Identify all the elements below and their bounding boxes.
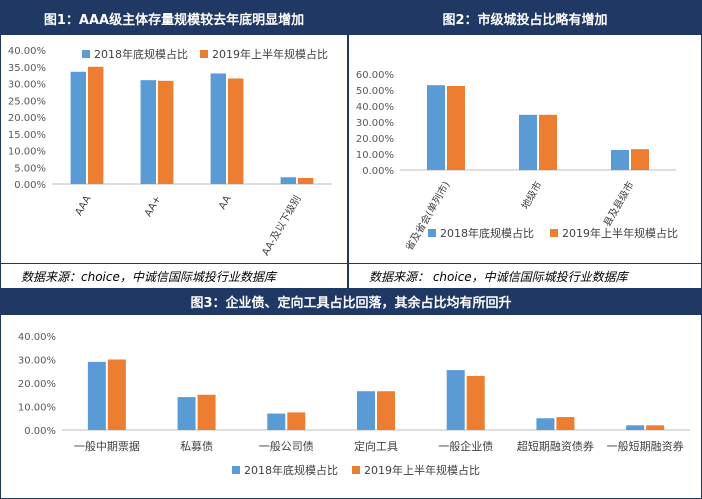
chart1-bar-2018 xyxy=(210,73,226,184)
chart1-title: 图1：AAA级主体存量规模较去年底明显增加 xyxy=(1,1,347,35)
chart2-source: 数据来源： choice，中诚信国际城投行业数据库 xyxy=(349,263,701,288)
chart3-bar-2019h1 xyxy=(646,425,665,430)
chart3-bar-2018 xyxy=(536,418,555,430)
chart3-legend-swatch xyxy=(232,466,240,474)
chart3-bar-2019h1 xyxy=(556,417,575,430)
chart1-bar-2018 xyxy=(140,80,156,184)
chart3-ytick-label: 0.00% xyxy=(24,426,56,437)
chart2-bar-2018 xyxy=(519,114,537,170)
chart3-bar-2019h1 xyxy=(377,391,395,430)
chart2-ytick-label: 10.00% xyxy=(356,150,394,161)
chart1-ytick-label: 25.00% xyxy=(8,96,46,107)
chart1-bar-2019h1 xyxy=(228,78,244,184)
chart1-ytick-label: 40.00% xyxy=(8,46,46,57)
chart2-bar-2018 xyxy=(611,150,629,170)
chart2-category-label: 县及县级市 xyxy=(600,179,636,229)
chart3-category-label: 定向工具 xyxy=(354,439,398,453)
chart3-ytick-label: 40.00% xyxy=(18,332,56,343)
chart3-category-label: 一般企业债 xyxy=(438,439,493,453)
chart2-title: 图2：市级城投占比略有增加 xyxy=(349,1,701,35)
chart3-category-label: 一般短期融资券 xyxy=(607,439,684,453)
chart1-ytick-label: 5.00% xyxy=(14,163,46,174)
chart3-bar-2018 xyxy=(267,413,286,430)
chart2-category-label: 地级市 xyxy=(518,179,544,211)
chart3-legend-swatch xyxy=(352,466,360,474)
chart2-legend-label: 2019年上半年规模占比 xyxy=(562,226,678,240)
chart2-category-label: 省及省会(单列市) xyxy=(402,179,452,253)
chart3-category-label: 一般公司债 xyxy=(259,439,314,453)
chart3-bar-2018 xyxy=(446,370,465,430)
chart3-bar-2018 xyxy=(177,397,196,430)
chart3-ytick-label: 10.00% xyxy=(18,403,56,414)
chart2-ytick-label: 30.00% xyxy=(356,118,394,129)
chart3-bar-2018 xyxy=(626,425,645,430)
chart1-category-label: AA xyxy=(217,194,234,212)
chart2-legend-swatch xyxy=(550,229,558,237)
chart1-legend-swatch xyxy=(82,50,90,58)
chart3-bar-2019h1 xyxy=(107,359,126,430)
chart2-bar-2018 xyxy=(427,85,445,170)
chart1-bar-2019h1 xyxy=(88,66,104,184)
chart2-ytick-label: 50.00% xyxy=(356,86,394,97)
chart1-bar-2018 xyxy=(70,71,86,184)
chart3-title: 图3：企业债、定向工具占比回落，其余占比均有所回升 xyxy=(1,288,701,315)
chart1-bar-2019h1 xyxy=(158,80,174,184)
chart2-legend-swatch xyxy=(428,229,436,237)
chart1-bar-2019h1 xyxy=(298,177,314,184)
chart3-bar-2018 xyxy=(357,391,375,430)
chart2-bar-2019h1 xyxy=(631,149,649,170)
chart1-bar-2018 xyxy=(280,177,296,184)
chart1-legend-swatch xyxy=(200,50,208,58)
chart2-bar-2019h1 xyxy=(447,86,465,170)
chart1-source: 数据来源：choice，中诚信国际城投行业数据库 xyxy=(1,263,347,288)
chart2-ytick-label: 60.00% xyxy=(356,70,394,81)
chart2-ytick-label: 40.00% xyxy=(356,102,394,113)
chart2-ytick-label: 20.00% xyxy=(356,134,394,145)
chart3-bar-2019h1 xyxy=(197,394,216,430)
chart1-ytick-label: 35.00% xyxy=(8,63,46,74)
chart1-ytick-label: 0.00% xyxy=(14,180,46,191)
chart3-bar-2019h1 xyxy=(466,375,485,430)
panel-divider xyxy=(347,1,349,288)
chart1-ytick-label: 30.00% xyxy=(8,80,46,91)
chart3-legend-label: 2019年上半年规模占比 xyxy=(364,463,480,477)
chart3-category-label: 一般中期票据 xyxy=(74,439,140,453)
chart2-ytick-label: 0.00% xyxy=(362,166,394,177)
chart1-ytick-label: 10.00% xyxy=(8,147,46,158)
chart2-legend-label: 2018年底规模占比 xyxy=(440,226,534,240)
chart1-ytick-label: 20.00% xyxy=(8,113,46,124)
chart1-legend-label: 2019年上半年规模占比 xyxy=(212,47,328,61)
chart2-bar-2019h1 xyxy=(539,114,557,170)
chart1-ytick-label: 15.00% xyxy=(8,130,46,141)
chart1-legend-label: 2018年底规模占比 xyxy=(94,47,188,61)
chart1-category-label: AAA xyxy=(74,194,94,218)
chart1-category-label: AA+ xyxy=(143,194,164,219)
chart3-ytick-label: 20.00% xyxy=(18,379,56,390)
chart1-category-label: AA-及以下级别 xyxy=(260,194,304,258)
chart3-ytick-label: 30.00% xyxy=(18,356,56,367)
chart3-bar-2019h1 xyxy=(287,412,306,430)
chart3-bar-2018 xyxy=(87,361,106,430)
chart3-legend-label: 2018年底规模占比 xyxy=(244,463,338,477)
chart3-category-label: 超短期融资债券 xyxy=(517,439,594,453)
chart3-category-label: 私募债 xyxy=(180,439,213,453)
